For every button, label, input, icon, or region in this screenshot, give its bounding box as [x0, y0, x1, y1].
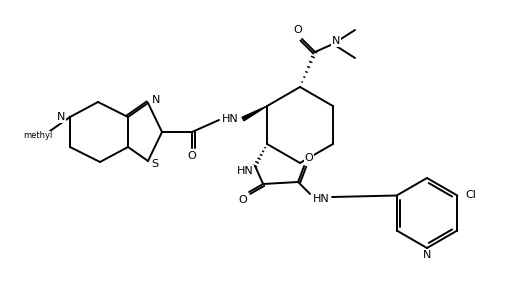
Text: HN: HN	[237, 166, 253, 176]
Text: O: O	[188, 151, 197, 161]
Text: O: O	[294, 25, 302, 35]
Text: Cl: Cl	[466, 189, 477, 199]
Text: N: N	[332, 36, 340, 46]
Text: HN: HN	[222, 114, 238, 124]
Polygon shape	[242, 106, 267, 121]
Text: methyl: methyl	[23, 132, 53, 140]
Text: N: N	[423, 250, 431, 260]
Text: O: O	[305, 153, 314, 163]
Text: HN: HN	[313, 194, 330, 204]
Text: S: S	[151, 159, 159, 169]
Text: O: O	[239, 195, 248, 205]
Text: N: N	[152, 95, 160, 105]
Text: N: N	[57, 112, 65, 122]
